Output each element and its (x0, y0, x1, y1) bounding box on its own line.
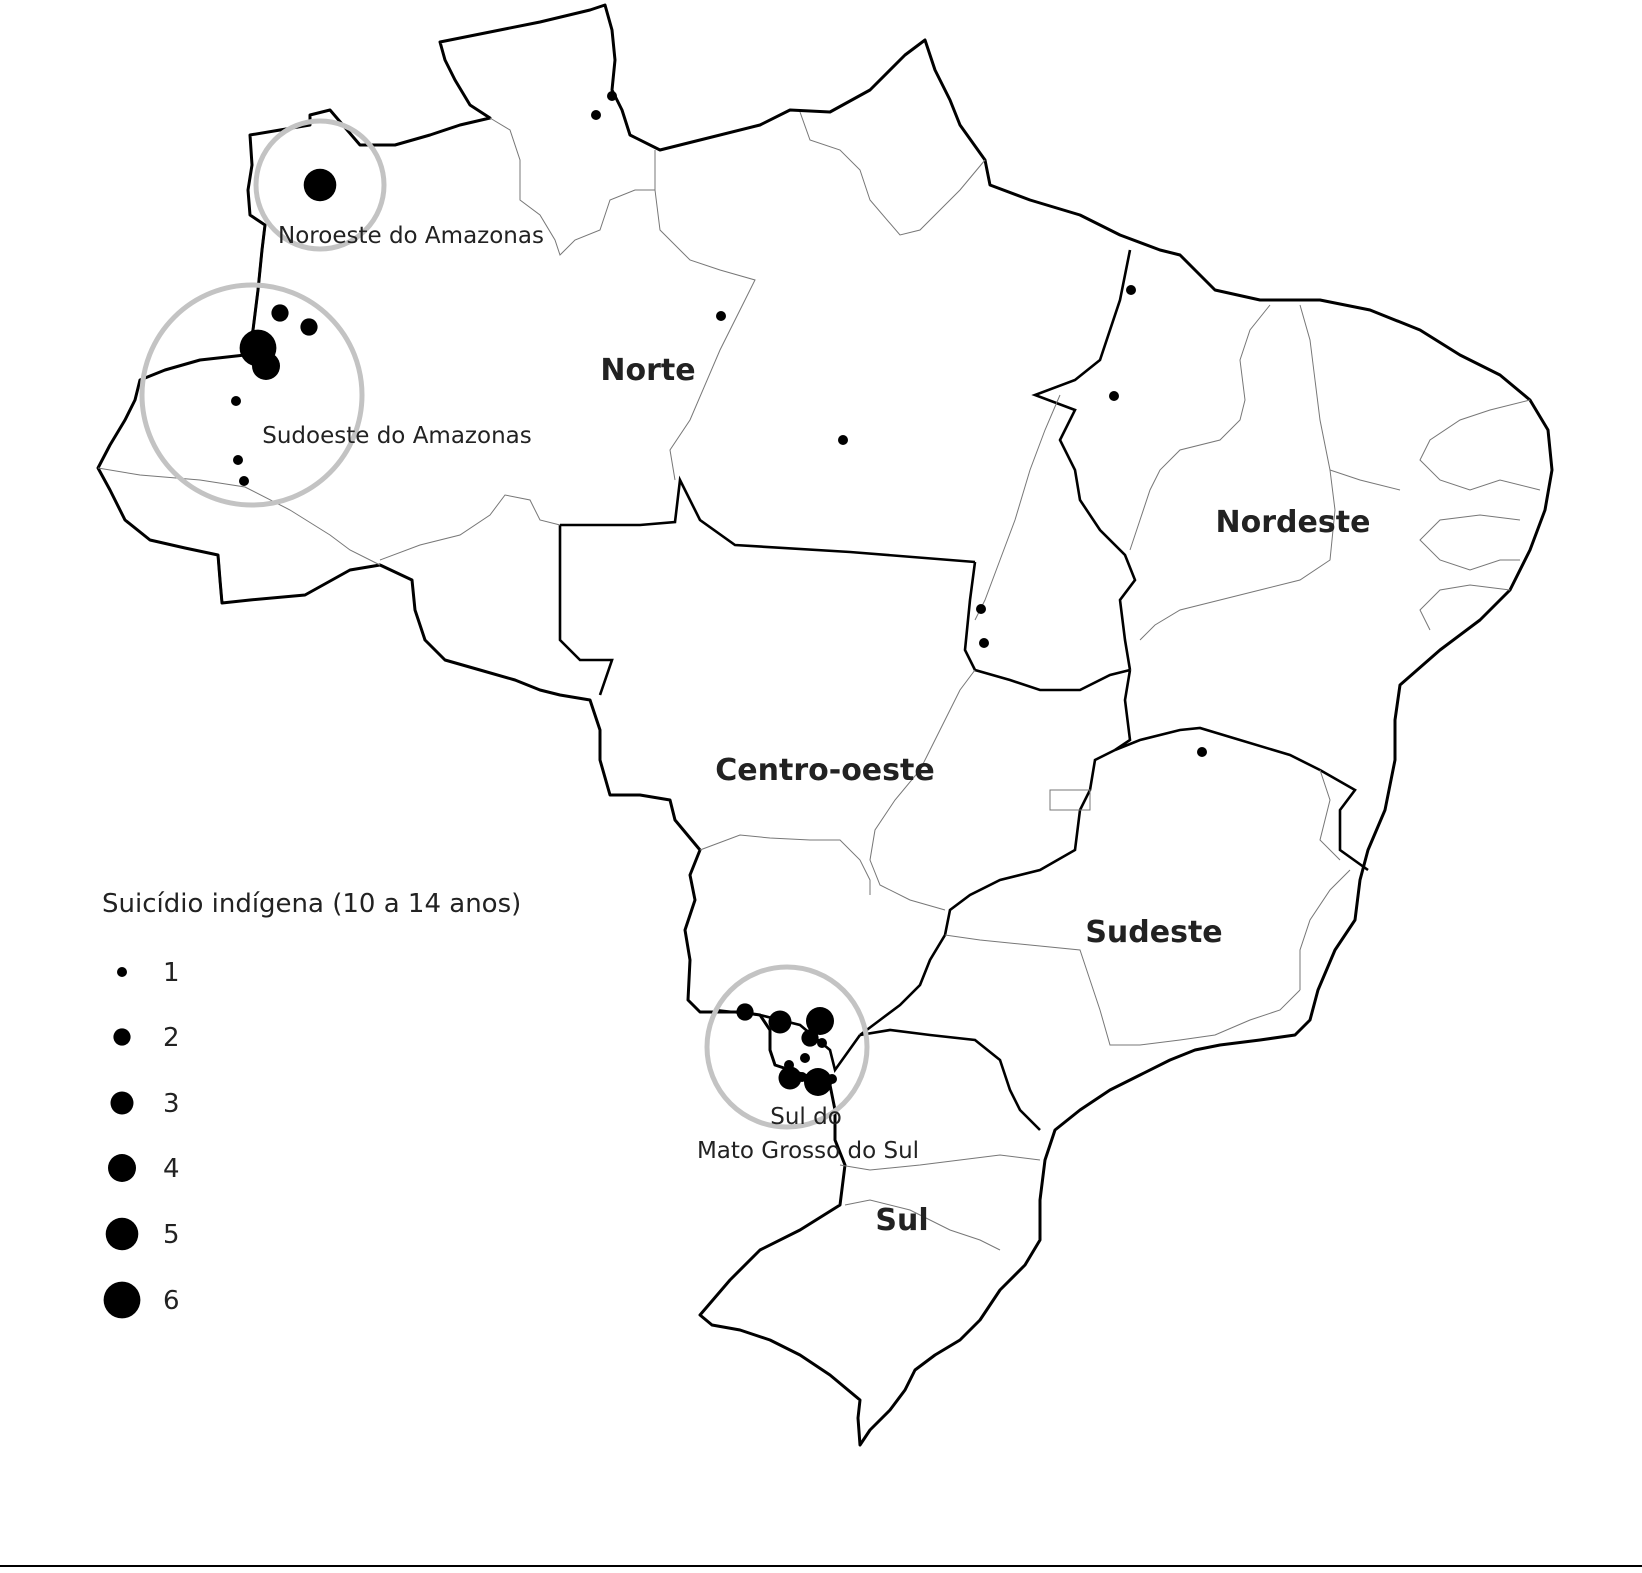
case-dot (817, 1038, 827, 1048)
area-label-sul-ms-line2: Mato Grosso do Sul (697, 1138, 919, 1164)
area-label-sudoeste-amazonas: Sudoeste do Amazonas (262, 423, 531, 449)
case-dot (300, 318, 318, 336)
legend-items: 1 2 3 4 5 6 (103, 958, 180, 1319)
legend-value: 3 (163, 1089, 180, 1119)
region-label-nordeste: Nordeste (1216, 505, 1371, 540)
highlight-ring-sudoeste (139, 282, 365, 508)
case-dot (801, 1029, 819, 1047)
region-borders (216, 224, 1369, 1131)
case-dot (271, 304, 289, 322)
case-dot (303, 168, 337, 202)
legend-value: 1 (163, 958, 180, 988)
brazil-outline (96, 3, 1554, 1447)
legend-dot (108, 1154, 136, 1182)
case-dot (1197, 747, 1207, 757)
legend-dot (105, 1217, 139, 1251)
case-dot (591, 110, 601, 120)
highlight-ring-noroeste (253, 118, 387, 252)
case-dot (252, 352, 280, 380)
case-dot (607, 91, 617, 101)
case-dot (768, 1010, 792, 1034)
highlight-ring-sul-ms (704, 964, 870, 1130)
legend-value: 6 (163, 1286, 180, 1316)
region-label-sul: Sul (875, 1203, 928, 1238)
legend: Suicídio indígena (10 a 14 anos) 1 2 3 4… (102, 889, 521, 1319)
area-label-noroeste-amazonas: Noroeste do Amazonas (278, 223, 544, 249)
region-label-norte: Norte (600, 353, 695, 388)
case-dot (806, 1007, 834, 1035)
state-borders (97, 111, 1541, 1251)
case-dot (778, 1066, 802, 1090)
highlight-rings (139, 118, 870, 1130)
legend-dot (117, 967, 127, 977)
legend-value: 2 (163, 1023, 180, 1053)
legend-value: 4 (163, 1154, 180, 1184)
case-dot (231, 396, 241, 406)
case-dots (231, 91, 1207, 1096)
region-label-centro-oeste: Centro-oeste (715, 753, 934, 788)
case-dot (716, 311, 726, 321)
legend-value: 5 (163, 1220, 180, 1250)
case-dot (979, 638, 989, 648)
case-dot (838, 435, 848, 445)
area-label-sul-ms-line1: Sul do (770, 1104, 842, 1130)
case-dot (827, 1074, 837, 1084)
case-dot (976, 604, 986, 614)
case-dot (239, 476, 249, 486)
legend-dot (113, 1028, 131, 1046)
case-dot (1126, 285, 1136, 295)
region-label-sudeste: Sudeste (1085, 915, 1222, 950)
case-dot (233, 455, 243, 465)
case-dot (736, 1003, 754, 1021)
legend-dot (103, 1281, 141, 1319)
legend-dot (110, 1091, 134, 1115)
case-dot (800, 1053, 810, 1063)
case-dot (804, 1068, 832, 1096)
case-dot (1109, 391, 1119, 401)
legend-title: Suicídio indígena (10 a 14 anos) (102, 889, 521, 919)
